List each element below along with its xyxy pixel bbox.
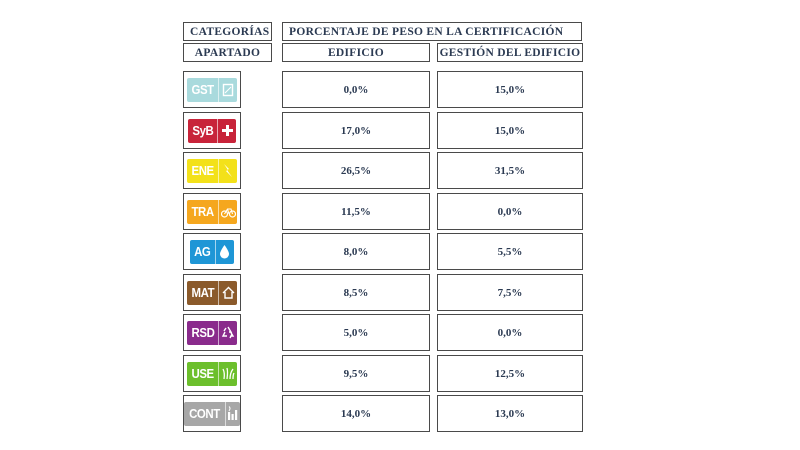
category-cell-ag: AG bbox=[183, 233, 241, 270]
category-badge-tra: TRA bbox=[186, 199, 238, 224]
header-gestion: GESTIÓN DEL EDIFICIO bbox=[437, 43, 583, 62]
edificio-value-ene: 26,5% bbox=[282, 152, 430, 189]
gestion-value-ag: 5,5% bbox=[437, 233, 583, 270]
category-badge-use: USE bbox=[186, 361, 238, 386]
header-apartado: APARTADO bbox=[183, 43, 272, 62]
water-drop-icon bbox=[214, 239, 234, 264]
grass-icon bbox=[218, 361, 237, 386]
category-badge-syb: SyB bbox=[187, 118, 237, 143]
edificio-value-syb: 17,0% bbox=[282, 112, 430, 149]
category-code: USE bbox=[191, 366, 214, 381]
edificio-value-rsd: 5,0% bbox=[282, 314, 430, 351]
category-cell-gst: GST bbox=[183, 71, 241, 108]
category-code: ENE bbox=[191, 163, 214, 178]
chimney-icon bbox=[224, 401, 240, 426]
gestion-value-syb: 15,0% bbox=[437, 112, 583, 149]
category-code: SyB bbox=[192, 123, 213, 138]
category-cell-mat: MAT bbox=[183, 274, 241, 311]
category-code: GST bbox=[191, 82, 214, 97]
category-badge-cont: CONT bbox=[184, 401, 240, 426]
edificio-value-use: 9,5% bbox=[282, 355, 430, 392]
category-code: MAT bbox=[191, 285, 214, 300]
gestion-value-gst: 15,0% bbox=[437, 71, 583, 108]
house-icon bbox=[218, 280, 237, 305]
gestion-value-mat: 7,5% bbox=[437, 274, 583, 311]
gestion-value-rsd: 0,0% bbox=[437, 314, 583, 351]
category-badge-ene: ENE bbox=[186, 158, 238, 183]
recycle-icon bbox=[218, 320, 237, 345]
category-code: CONT bbox=[189, 406, 220, 421]
category-badge-mat: MAT bbox=[186, 280, 238, 305]
document-icon bbox=[218, 77, 237, 102]
header-porcentaje: PORCENTAJE DE PESO EN LA CERTIFICACIÓN bbox=[282, 22, 582, 41]
category-badge-rsd: RSD bbox=[186, 320, 238, 345]
gestion-value-tra: 0,0% bbox=[437, 193, 583, 230]
header-edificio: EDIFICIO bbox=[282, 43, 430, 62]
edificio-value-cont: 14,0% bbox=[282, 395, 430, 432]
category-code: AG bbox=[194, 244, 211, 259]
edificio-value-tra: 11,5% bbox=[282, 193, 430, 230]
edificio-value-mat: 8,5% bbox=[282, 274, 430, 311]
bicycle-icon bbox=[218, 199, 237, 224]
category-cell-cont: CONT bbox=[183, 395, 241, 432]
category-code: TRA bbox=[191, 204, 214, 219]
category-cell-tra: TRA bbox=[183, 193, 241, 230]
gestion-value-use: 12,5% bbox=[437, 355, 583, 392]
lightning-icon bbox=[218, 158, 237, 183]
header-categorias: CATEGORÍAS bbox=[183, 22, 272, 41]
category-cell-use: USE bbox=[183, 355, 241, 392]
gestion-value-cont: 13,0% bbox=[437, 395, 583, 432]
edificio-value-gst: 0,0% bbox=[282, 71, 430, 108]
plus-icon bbox=[217, 118, 236, 143]
gestion-value-ene: 31,5% bbox=[437, 152, 583, 189]
category-badge-ag: AG bbox=[190, 239, 234, 264]
category-cell-rsd: RSD bbox=[183, 314, 241, 351]
edificio-value-ag: 8,0% bbox=[282, 233, 430, 270]
category-cell-ene: ENE bbox=[183, 152, 241, 189]
category-badge-gst: GST bbox=[186, 77, 238, 102]
category-cell-syb: SyB bbox=[183, 112, 241, 149]
category-code: RSD bbox=[191, 325, 214, 340]
